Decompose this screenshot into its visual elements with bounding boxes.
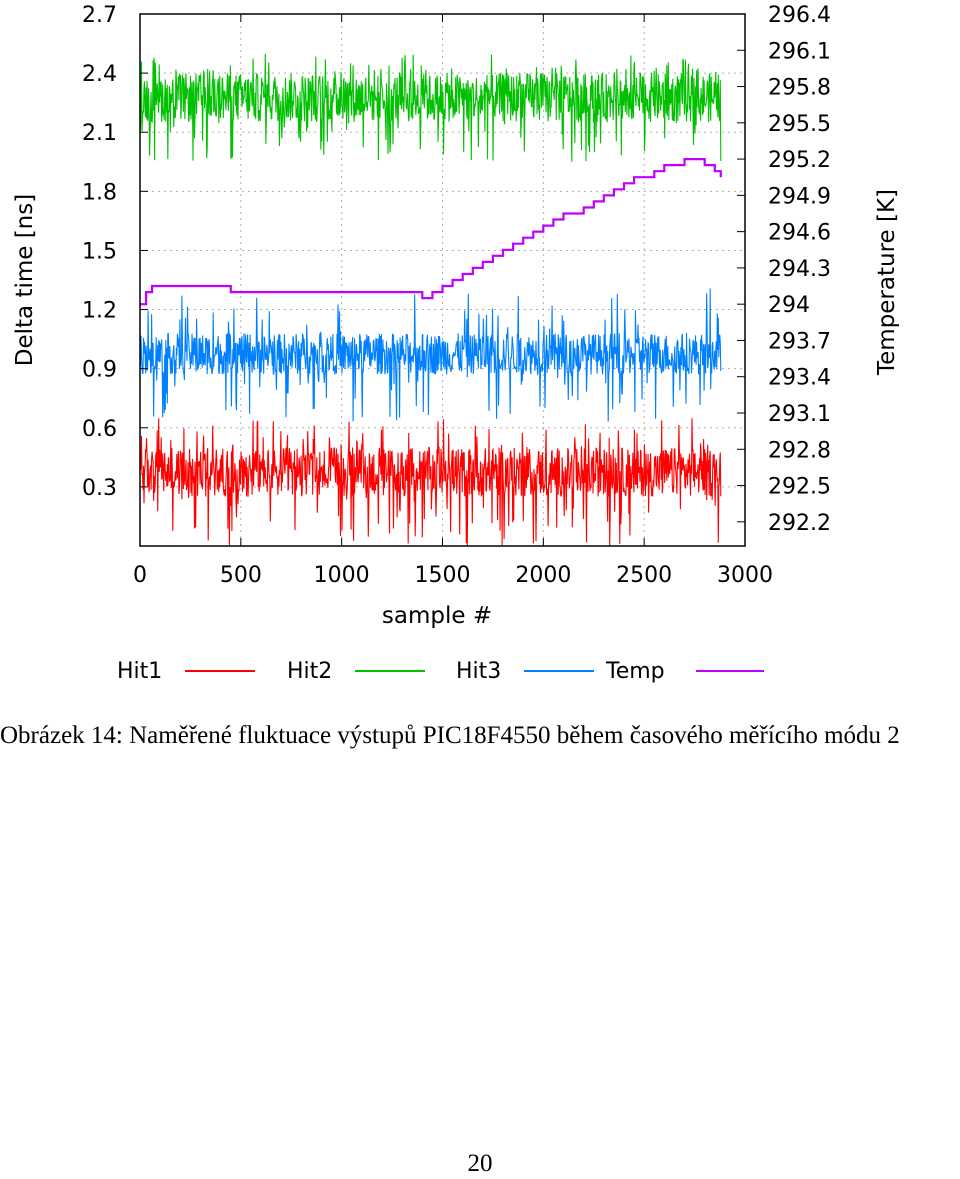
y-axis-title: Delta time [ns]	[12, 194, 38, 366]
y-tick-label: 1.2	[82, 299, 117, 324]
series-line-hit1	[139, 418, 722, 547]
page-number: 20	[467, 1150, 493, 1177]
y2-tick-label: 295.8	[768, 76, 831, 101]
y2-tick-label: 293.1	[768, 402, 831, 427]
y2-tick-label: 292.8	[768, 438, 831, 463]
legend-label-hit1: Hit1	[117, 659, 162, 684]
x-tick-label: 2000	[515, 563, 571, 588]
y2-tick-label: 296.1	[768, 39, 831, 64]
y2-tick-label: 296.4	[768, 3, 831, 28]
chart: 0 500 1000 1500 2000 2500 3000 0.3 0.6 0.9 1.2 1.5 1…	[12, 3, 900, 684]
y2-tick-label: 292.2	[768, 511, 831, 536]
y2-tick-label: 293.7	[768, 329, 831, 354]
legend-label-temp: Temp	[605, 659, 665, 684]
series-line-temp	[140, 158, 722, 306]
series-layer	[139, 53, 722, 547]
legend-label-hit3: Hit3	[456, 659, 501, 684]
x-tick-label: 500	[220, 563, 262, 588]
x-tick-label: 3000	[717, 563, 773, 588]
series-line-hit3	[139, 288, 722, 422]
y2-tick-label: 295.5	[768, 112, 831, 137]
y-tick-label: 0.9	[82, 358, 117, 383]
y2-tick-label: 294	[768, 293, 810, 318]
y2-tick-label: 292.5	[768, 475, 831, 500]
x-tick-label: 2500	[616, 563, 672, 588]
ticks: 0 500 1000 1500 2000 2500 3000 0.3 0.6 0.9 1.2 1.5 1…	[82, 3, 831, 588]
legend-label-hit2: Hit2	[287, 659, 332, 684]
legend: Hit1 Hit2 Hit3 Temp	[117, 659, 764, 684]
y-tick-label: 2.1	[82, 121, 117, 146]
y2-tick-label: 294.3	[768, 257, 831, 282]
x-tick-label: 1500	[415, 563, 471, 588]
y2-tick-label: 295.2	[768, 148, 831, 173]
y2-tick-label: 293.4	[768, 366, 831, 391]
figure-caption: Obrázek 14: Naměřené fluktuace výstupů P…	[0, 722, 900, 749]
x-tick-label: 0	[133, 563, 147, 588]
y2-tick-label: 294.6	[768, 221, 831, 246]
x-axis-title: sample #	[382, 603, 492, 629]
y2-axis-title: Temperature [K]	[874, 189, 900, 376]
y-tick-label: 1.8	[82, 180, 117, 205]
y-tick-label: 2.7	[82, 3, 117, 28]
y-tick-label: 0.6	[82, 417, 117, 442]
y-tick-label: 2.4	[82, 62, 117, 87]
series-line-hit2	[139, 53, 722, 162]
y-tick-label: 0.3	[82, 476, 117, 501]
y2-tick-label: 294.9	[768, 184, 831, 209]
x-tick-label: 1000	[314, 563, 370, 588]
y-tick-label: 1.5	[82, 239, 117, 264]
